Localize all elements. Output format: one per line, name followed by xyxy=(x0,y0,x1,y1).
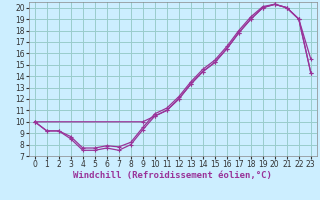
X-axis label: Windchill (Refroidissement éolien,°C): Windchill (Refroidissement éolien,°C) xyxy=(73,171,272,180)
